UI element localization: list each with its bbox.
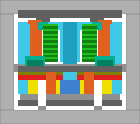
Bar xyxy=(63,72,77,80)
Bar xyxy=(43,50,58,52)
Bar xyxy=(43,33,58,36)
Bar xyxy=(38,22,48,30)
Bar xyxy=(25,56,45,66)
Bar xyxy=(38,94,46,106)
Bar xyxy=(97,60,113,66)
Bar xyxy=(90,14,104,26)
Bar xyxy=(82,43,97,45)
Bar xyxy=(43,38,58,40)
Bar xyxy=(14,106,126,110)
Bar xyxy=(14,94,126,106)
Bar xyxy=(43,24,58,26)
Bar xyxy=(82,59,97,62)
Bar xyxy=(43,59,58,62)
Bar xyxy=(82,33,97,36)
Bar xyxy=(43,36,58,38)
Bar xyxy=(14,72,20,94)
Bar xyxy=(18,72,122,75)
Bar xyxy=(82,24,97,26)
Bar xyxy=(82,48,97,50)
Bar xyxy=(18,75,122,80)
Bar xyxy=(18,72,122,94)
Bar xyxy=(0,110,140,124)
Bar xyxy=(82,31,97,33)
Bar xyxy=(43,55,58,57)
Bar xyxy=(95,56,115,66)
Bar xyxy=(94,94,102,106)
Bar xyxy=(43,45,58,48)
Bar xyxy=(14,64,126,72)
Bar xyxy=(82,38,97,40)
Bar xyxy=(82,40,97,43)
Bar xyxy=(43,43,58,45)
Bar xyxy=(82,26,97,29)
Bar xyxy=(120,72,126,94)
Bar xyxy=(18,24,30,64)
Bar xyxy=(27,60,43,66)
Bar xyxy=(110,24,122,64)
Bar xyxy=(94,72,102,94)
Bar xyxy=(43,52,58,55)
Bar xyxy=(84,72,94,94)
Bar xyxy=(28,20,42,64)
Bar xyxy=(18,22,122,30)
Bar xyxy=(43,26,58,29)
Bar xyxy=(18,100,122,106)
Bar xyxy=(82,50,97,52)
Bar xyxy=(43,40,58,43)
Bar xyxy=(82,45,97,48)
Bar xyxy=(82,52,97,55)
Bar xyxy=(43,48,58,50)
Bar xyxy=(82,36,97,38)
Bar xyxy=(126,0,140,124)
Bar xyxy=(38,72,46,94)
Bar xyxy=(63,22,77,64)
Bar xyxy=(36,14,50,26)
Bar xyxy=(18,10,122,18)
Bar xyxy=(43,31,58,33)
Bar xyxy=(82,55,97,57)
Bar xyxy=(112,80,122,94)
Bar xyxy=(82,57,97,59)
Bar xyxy=(43,29,58,31)
Bar xyxy=(18,66,122,72)
Bar xyxy=(14,94,20,106)
Bar xyxy=(82,29,97,31)
Bar xyxy=(43,57,58,59)
Bar xyxy=(0,0,14,124)
Bar xyxy=(60,80,80,94)
Bar xyxy=(46,72,56,94)
Bar xyxy=(14,14,126,110)
Bar xyxy=(60,24,80,62)
Bar xyxy=(0,0,140,14)
Bar xyxy=(98,20,112,64)
Bar xyxy=(94,106,102,110)
Bar xyxy=(18,80,28,94)
Bar xyxy=(92,22,102,30)
Bar xyxy=(120,94,126,106)
Bar xyxy=(38,106,46,110)
